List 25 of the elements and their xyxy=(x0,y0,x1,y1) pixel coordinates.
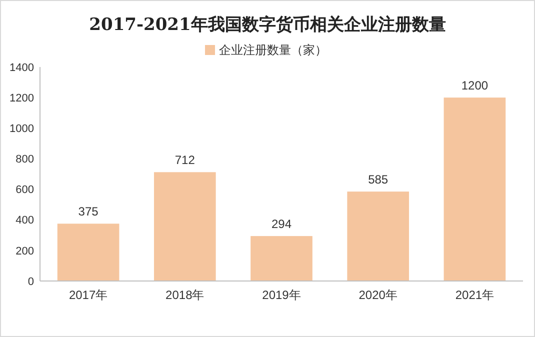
y-tick-label: 200 xyxy=(16,245,34,258)
bar xyxy=(154,172,216,281)
x-tick-label: 2019年 xyxy=(262,288,301,302)
y-tick-label: 1200 xyxy=(10,92,34,104)
data-label: 712 xyxy=(174,153,196,168)
y-tick-label: 600 xyxy=(16,184,34,196)
data-label: 585 xyxy=(368,172,388,187)
data-label: 1200 xyxy=(461,78,488,93)
legend-label: 企业注册数量（家） xyxy=(219,43,327,57)
bar xyxy=(444,98,506,281)
bar xyxy=(347,192,410,281)
x-tick-label: 2017年 xyxy=(68,288,108,302)
chart-title: 2017-2021年我国数字货币相关企业注册数量 xyxy=(89,15,446,35)
y-tick-label: 1000 xyxy=(10,122,34,135)
x-tick-label: 2020年 xyxy=(358,288,398,302)
bar xyxy=(57,224,120,281)
y-tick-label: 0 xyxy=(28,276,34,288)
data-label: 375 xyxy=(78,204,99,219)
y-tick-label: 800 xyxy=(16,154,34,166)
x-tick-label: 2021年 xyxy=(455,288,494,302)
y-tick-label: 400 xyxy=(16,214,34,227)
bar xyxy=(250,236,312,281)
x-tick-label: 2018年 xyxy=(166,288,204,302)
y-tick-label: 1400 xyxy=(10,62,34,74)
data-label: 294 xyxy=(271,217,292,232)
